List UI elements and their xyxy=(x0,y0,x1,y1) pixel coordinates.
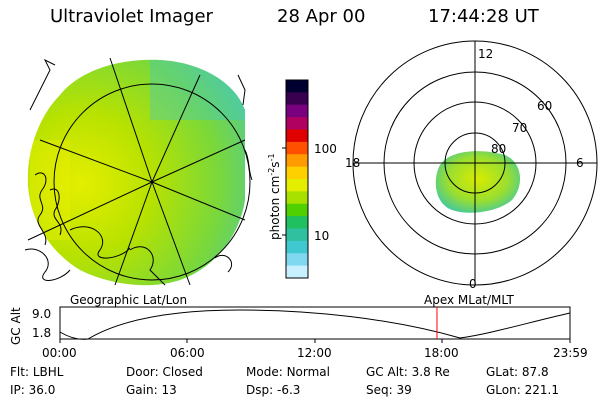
colorbar-stripe xyxy=(286,154,308,168)
lat-label-70: 70 xyxy=(512,121,528,135)
colorbar-tick-100: 100 xyxy=(314,142,337,156)
instrument-title: Ultraviolet Imager xyxy=(50,6,213,27)
param-gc-alt: GC Alt: 3.8 Re xyxy=(366,365,450,379)
param-gain: Gain: 13 xyxy=(126,383,177,397)
alt-axis-label: GC Alt xyxy=(9,307,23,345)
param-glat: GLat: 87.8 xyxy=(486,365,549,379)
mlt-label-6: 6 xyxy=(576,156,584,170)
param-mode: Mode: Normal xyxy=(246,365,330,379)
date-label: 28 Apr 00 xyxy=(277,6,366,27)
time-tick-1: 06:00 xyxy=(170,346,205,360)
colorbar-stripe xyxy=(286,117,308,130)
param-door: Door: Closed xyxy=(126,365,203,379)
colorbar-stripe xyxy=(286,141,308,155)
apex-label: Apex MLat/MLT xyxy=(424,293,514,307)
lat-label-60: 60 xyxy=(537,99,553,113)
colorbar-stripe xyxy=(286,179,308,192)
colorbar-stripe xyxy=(286,166,308,180)
mlt-label-0: 0 xyxy=(469,277,477,291)
colorbar-stripe xyxy=(286,203,308,217)
colorbar-stripe xyxy=(286,191,308,205)
param-dsp: Dsp: -6.3 xyxy=(246,383,301,397)
alt-tick-top: 9.0 xyxy=(32,307,52,321)
time-tick-3: 18:00 xyxy=(424,346,459,360)
colorbar-tick-10: 10 xyxy=(314,229,330,243)
geographic-label: Geographic Lat/Lon xyxy=(70,293,188,307)
param-seq: Seq: 39 xyxy=(366,383,412,397)
colorbar-stripe xyxy=(286,216,308,229)
colorbar-stripe xyxy=(286,253,308,267)
mlt-label-18: 18 xyxy=(345,156,361,170)
colorbar-stripe xyxy=(286,240,308,254)
time-tick-2: 12:00 xyxy=(297,346,332,360)
param-flt: Flt: LBHL xyxy=(10,365,64,379)
param-ip: IP: 36.0 xyxy=(10,383,56,397)
time-label: 17:44:28 UT xyxy=(428,6,539,27)
colorbar-stripe xyxy=(286,104,308,118)
colorbar-stripe xyxy=(286,228,308,242)
colorbar-stripe xyxy=(286,129,308,143)
colorbar-stripe xyxy=(286,265,308,279)
lat-label-80: 80 xyxy=(491,142,507,156)
time-tick-4: 23:59 xyxy=(553,346,588,360)
alt-tick-bottom: 1.8 xyxy=(32,326,52,340)
param-glon: GLon: 221.1 xyxy=(486,383,559,397)
altitude-curve xyxy=(59,309,571,340)
colorbar-stripe xyxy=(286,92,308,106)
mlt-label-12: 12 xyxy=(478,47,494,61)
time-tick-0: 00:00 xyxy=(42,346,77,360)
colorbar-stripe xyxy=(286,80,308,93)
